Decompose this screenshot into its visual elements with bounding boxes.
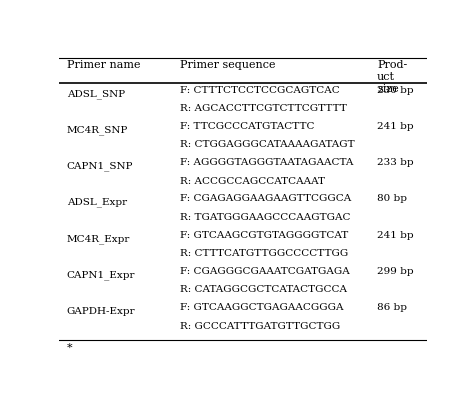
Text: R: ACCGCCAGCCATCAAAT: R: ACCGCCAGCCATCAAAT [181,177,326,185]
Text: F: CTTTCTCCTCCGCAGTCAC: F: CTTTCTCCTCCGCAGTCAC [181,86,340,95]
Text: GAPDH-Expr: GAPDH-Expr [66,307,135,316]
Text: *: * [66,343,72,353]
Text: F: GTCAAGCGTGTAGGGGTCAT: F: GTCAAGCGTGTAGGGGTCAT [181,231,349,240]
Text: MC4R_Expr: MC4R_Expr [66,234,130,244]
Text: R: GCCCATTTGATGTTGCTGG: R: GCCCATTTGATGTTGCTGG [181,322,341,331]
Text: F: AGGGGTAGGGTAATAGAACTA: F: AGGGGTAGGGTAATAGAACTA [181,158,354,167]
Text: 299 bp: 299 bp [377,267,414,276]
Text: MC4R_SNP: MC4R_SNP [66,125,128,135]
Text: 80 bp: 80 bp [377,194,407,204]
Text: F: TTCGCCCATGTACTTC: F: TTCGCCCATGTACTTC [181,122,315,131]
Text: R: AGCACCTTCGTCTTCGTTTT: R: AGCACCTTCGTCTTCGTTTT [181,104,347,113]
Text: F: CGAGGGCGAAATCGATGAGA: F: CGAGGGCGAAATCGATGAGA [181,267,350,276]
Text: R: CTTTCATGTTGGCCCCTTGG: R: CTTTCATGTTGGCCCCTTGG [181,249,349,258]
Text: CAPN1_SNP: CAPN1_SNP [66,162,133,171]
Text: 241 bp: 241 bp [377,231,414,240]
Text: R: CATAGGCGCTCATACTGCCA: R: CATAGGCGCTCATACTGCCA [181,286,347,294]
Text: R: TGATGGGAAGCCCAAGTGAC: R: TGATGGGAAGCCCAAGTGAC [181,213,351,222]
Text: Prod-
uct
size: Prod- uct size [377,60,407,94]
Text: 230 bp: 230 bp [377,86,414,95]
Text: 86 bp: 86 bp [377,303,407,312]
Text: ADSL_SNP: ADSL_SNP [66,89,125,99]
Text: R: CTGGAGGGCATAAAAGATAGT: R: CTGGAGGGCATAAAAGATAGT [181,140,355,149]
Text: F: CGAGAGGAAGAAGTTCGGCA: F: CGAGAGGAAGAAGTTCGGCA [181,194,352,204]
Text: 241 bp: 241 bp [377,122,414,131]
Text: CAPN1_Expr: CAPN1_Expr [66,270,135,280]
Text: Primer sequence: Primer sequence [181,60,276,70]
Text: ADSL_Expr: ADSL_Expr [66,198,127,208]
Text: 233 bp: 233 bp [377,158,414,167]
Text: F: GTCAAGGCTGAGAACGGGA: F: GTCAAGGCTGAGAACGGGA [181,303,344,312]
Text: Primer name: Primer name [66,60,140,70]
